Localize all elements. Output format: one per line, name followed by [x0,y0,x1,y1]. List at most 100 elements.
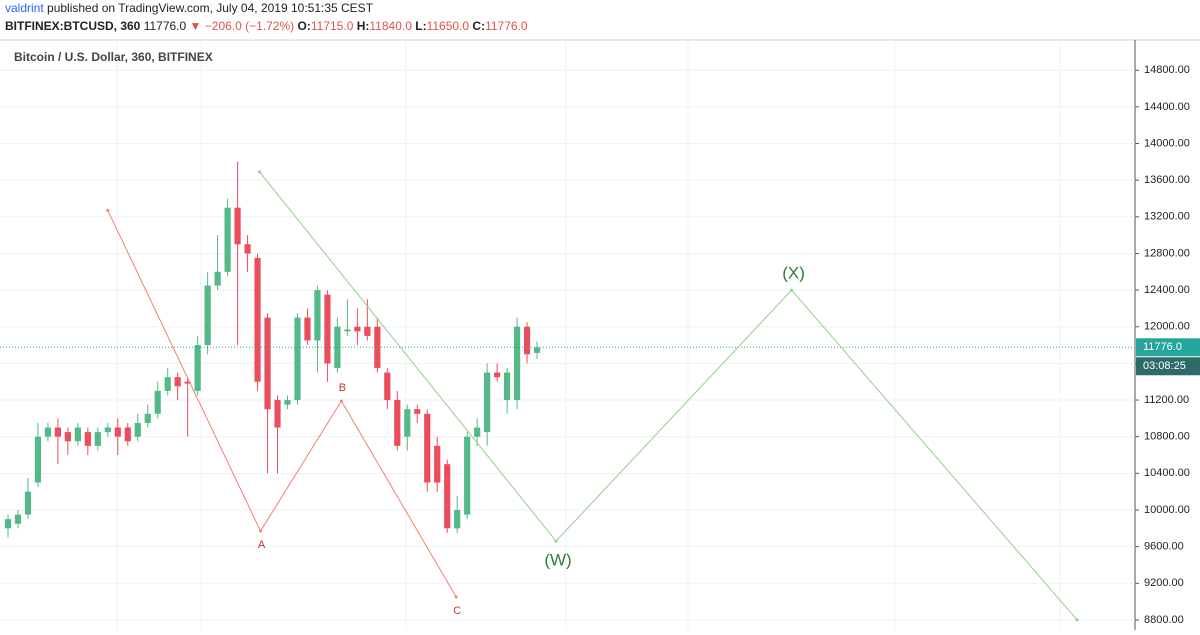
ohlc-value: 11776.0 [485,19,528,33]
candle-body [24,491,32,515]
candle-body [533,347,541,353]
wave-point [1075,618,1079,622]
y-tick-label: 13200.00 [1144,211,1190,223]
candle-body [284,400,291,405]
candle-body [204,285,211,346]
y-tick-label: 8800.00 [1144,614,1184,626]
author: valdrint [5,1,44,15]
candle-body [84,432,91,446]
candle-body [234,207,241,245]
symbol: BITFINEX:BTCUSD, 360 [5,19,141,33]
candle-body [104,427,111,433]
candle-body [424,413,431,483]
candle-body [194,345,201,391]
ohlc-value: 11840.0 [369,19,412,33]
chart-title: Bitcoin / U.S. Dollar, 360, BITFINEX [14,50,213,64]
wave-label: (X) [782,264,805,283]
change: −206.0 (−1.72%) [205,19,294,33]
wave-line [107,210,457,598]
y-tick-label: 14000.00 [1144,137,1190,149]
candle-body [523,326,531,355]
wave-label: (W) [544,551,571,570]
y-tick-label: 12800.00 [1144,247,1190,259]
candle-body [464,436,471,515]
y-tick-label: 11200.00 [1144,394,1189,406]
candle-body [414,409,421,414]
candle-body [264,317,271,410]
y-tick-label: 13600.00 [1144,174,1190,186]
countdown-box [1136,357,1200,376]
candle-body [74,427,81,442]
y-tick-label: 12400.00 [1144,284,1190,296]
candle-body [254,258,261,382]
candle-body [274,400,281,428]
candle-body [294,317,301,401]
wave-point [790,288,794,292]
candle-body [14,514,22,524]
wave-label: A [258,539,266,551]
wave-label: C [453,605,461,617]
candle-body [184,381,191,384]
candle-body [44,427,52,437]
wave-point [258,170,262,174]
candle-body [244,244,251,254]
candle-body [64,432,71,442]
candle-body [354,326,361,332]
candle-body [494,372,501,378]
wave-point [454,595,458,599]
wave-point [259,529,263,533]
ohlc-value: 11715.0 [311,19,354,33]
grid [0,69,1135,621]
symbol-line: BITFINEX:BTCUSD, 360 11776.0 ▼ −206.0 (−… [5,19,528,33]
wave-line [259,171,1078,621]
candle-body [114,427,121,437]
candle-body [513,326,521,401]
last: 11776.0 [144,19,187,33]
candle-body [144,413,151,423]
candle-body [304,317,311,341]
arrow: ▼ [190,19,202,33]
candle-body [224,207,231,272]
wave-point [554,539,558,543]
ohlc-key: O: [298,19,311,33]
candle-body [364,326,371,336]
candle-body [4,519,12,529]
candle-body [444,464,451,529]
candle-body [504,372,511,401]
candle-body [54,427,61,437]
candle-body [434,445,441,483]
ohlc-key: C: [472,19,485,33]
candle-body [214,271,221,286]
candle-body [174,377,181,387]
candle-body [374,326,381,368]
candle-body [404,409,411,437]
candle-body [334,326,341,368]
published: published on TradingView.com, July 04, 2… [47,1,374,15]
candle-body [344,329,351,332]
y-tick-label: 14800.00 [1144,64,1190,76]
ohlc-value: 11650.0 [427,19,470,33]
time-grid [116,40,1061,630]
ohlc-key: L: [415,19,426,33]
y-tick-label: 9200.00 [1144,577,1184,589]
candle-body [134,422,141,437]
candle-body [484,372,491,433]
header-line: valdrint published on TradingView.com, J… [5,1,374,15]
last-price-box [1136,338,1200,357]
y-tick-label: 10000.00 [1144,504,1190,516]
countdown-label: 03:08:25 [1143,360,1186,372]
wave-point [339,399,343,403]
last-price-label: 11776.0 [1143,341,1182,353]
wave-point [106,208,110,212]
candle-body [124,427,131,442]
y-tick-label: 10400.00 [1144,467,1190,479]
candle-body [164,377,171,391]
candle-body [314,290,321,341]
y-tick-label: 9600.00 [1144,541,1184,553]
y-tick-label: 12000.00 [1144,321,1190,333]
candle-body [384,372,391,401]
ohlc-key: H: [357,19,370,33]
candle-body [324,294,331,364]
